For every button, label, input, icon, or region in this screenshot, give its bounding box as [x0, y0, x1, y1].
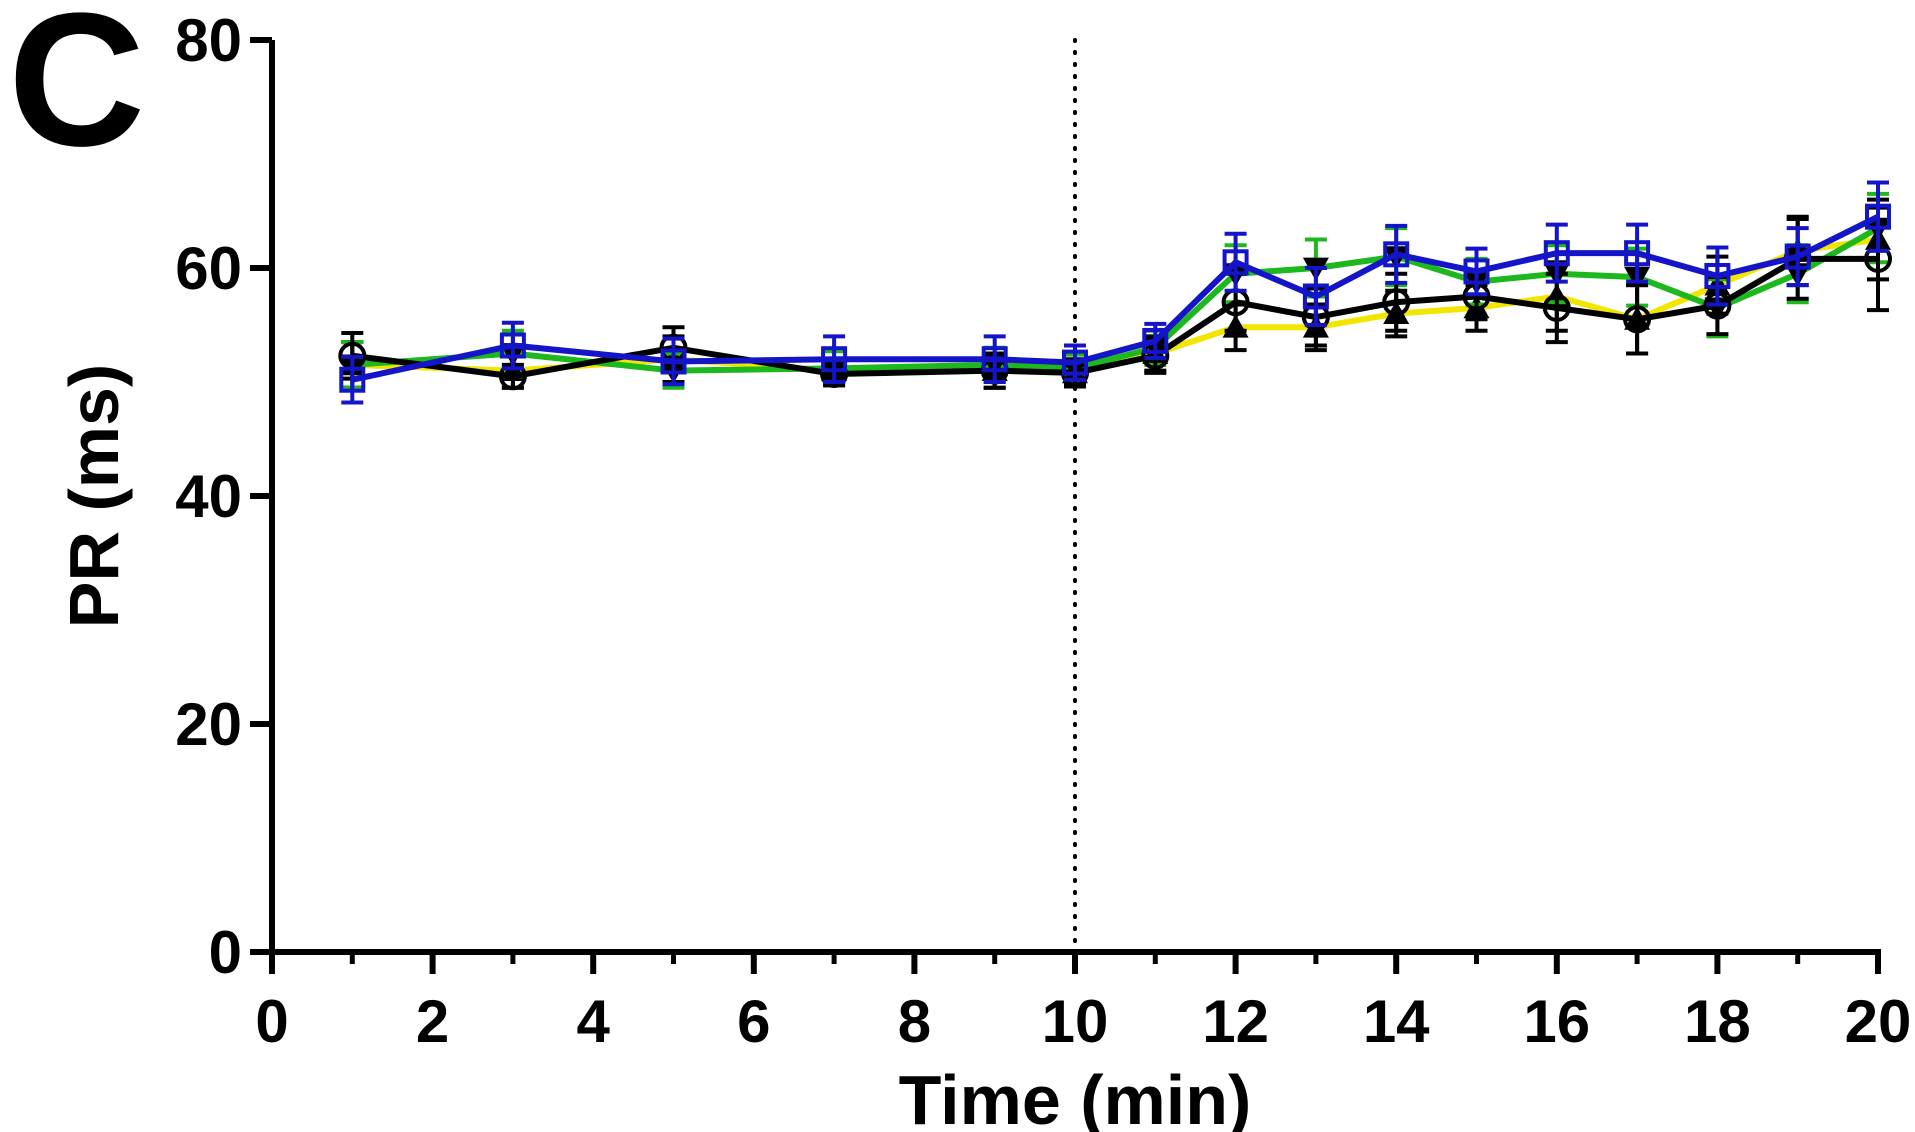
x-tick-label: 18: [1684, 988, 1751, 1055]
error-bar: [1545, 222, 1568, 284]
x-tick-label: 6: [737, 988, 770, 1055]
y-tick-label: 0: [209, 919, 242, 986]
panel-label: C: [8, 0, 145, 186]
y-tick-label: 60: [175, 235, 242, 302]
x-tick-label: 0: [255, 988, 288, 1055]
error-bar: [662, 336, 685, 387]
error-bar: [1626, 283, 1649, 356]
data-point: [1382, 288, 1411, 317]
error-bar: [1304, 266, 1327, 327]
x-tick-label: 10: [1042, 988, 1109, 1055]
y-axis-title: PR (ms): [55, 364, 133, 628]
data-point: [1222, 249, 1249, 276]
error-bar: [1224, 231, 1247, 293]
error-bar: [1786, 226, 1809, 288]
error-bar: [823, 334, 846, 384]
error-bar: [1706, 245, 1729, 307]
data-point: [1062, 349, 1088, 376]
series-2: [339, 191, 1891, 390]
y-tick-label: 20: [175, 691, 242, 758]
x-tick-label: 4: [577, 988, 611, 1055]
x-tick-label: 16: [1523, 988, 1590, 1055]
series-line: [352, 225, 1880, 374]
data-point: [1624, 240, 1651, 267]
data-point: [660, 348, 687, 375]
x-tick-label: 20: [1845, 988, 1912, 1055]
series-4: [339, 180, 1891, 405]
error-bar: [983, 334, 1006, 384]
x-tick-label: 2: [416, 988, 449, 1055]
chart-axes: 0 20 40 60 80 0 2 4 6 8 10 12 14 16 18 20: [175, 7, 1911, 1055]
x-tick-label: 8: [898, 988, 931, 1055]
error-bar: [1385, 223, 1408, 285]
data-point: [1542, 293, 1571, 322]
data-point: [1383, 241, 1410, 268]
x-tick-label: 12: [1202, 988, 1269, 1055]
data-point: [1302, 283, 1329, 310]
data-point: [499, 332, 526, 359]
error-bar: [501, 320, 524, 371]
data-point: [1865, 203, 1891, 230]
series-line: [351, 214, 1880, 383]
x-axis-title: Time (min): [899, 1061, 1252, 1132]
data-point: [339, 366, 366, 393]
series-layer: [338, 180, 1892, 405]
data-point: [1463, 258, 1490, 285]
y-tick-label: 80: [175, 7, 242, 74]
error-bar: [1626, 222, 1649, 284]
data-point: [1142, 327, 1169, 354]
data-point: [1623, 305, 1652, 334]
data-point: [1704, 262, 1731, 289]
data-point: [981, 346, 1008, 373]
series-line: [352, 236, 1879, 376]
error-bar: [1465, 246, 1488, 297]
x-tick-label: 14: [1363, 988, 1430, 1055]
data-point: [1784, 243, 1811, 270]
error-bar: [1867, 180, 1889, 253]
error-bar: [341, 354, 364, 405]
data-point: [821, 346, 848, 373]
data-point: [1543, 240, 1570, 267]
y-tick-label: 40: [175, 463, 242, 530]
